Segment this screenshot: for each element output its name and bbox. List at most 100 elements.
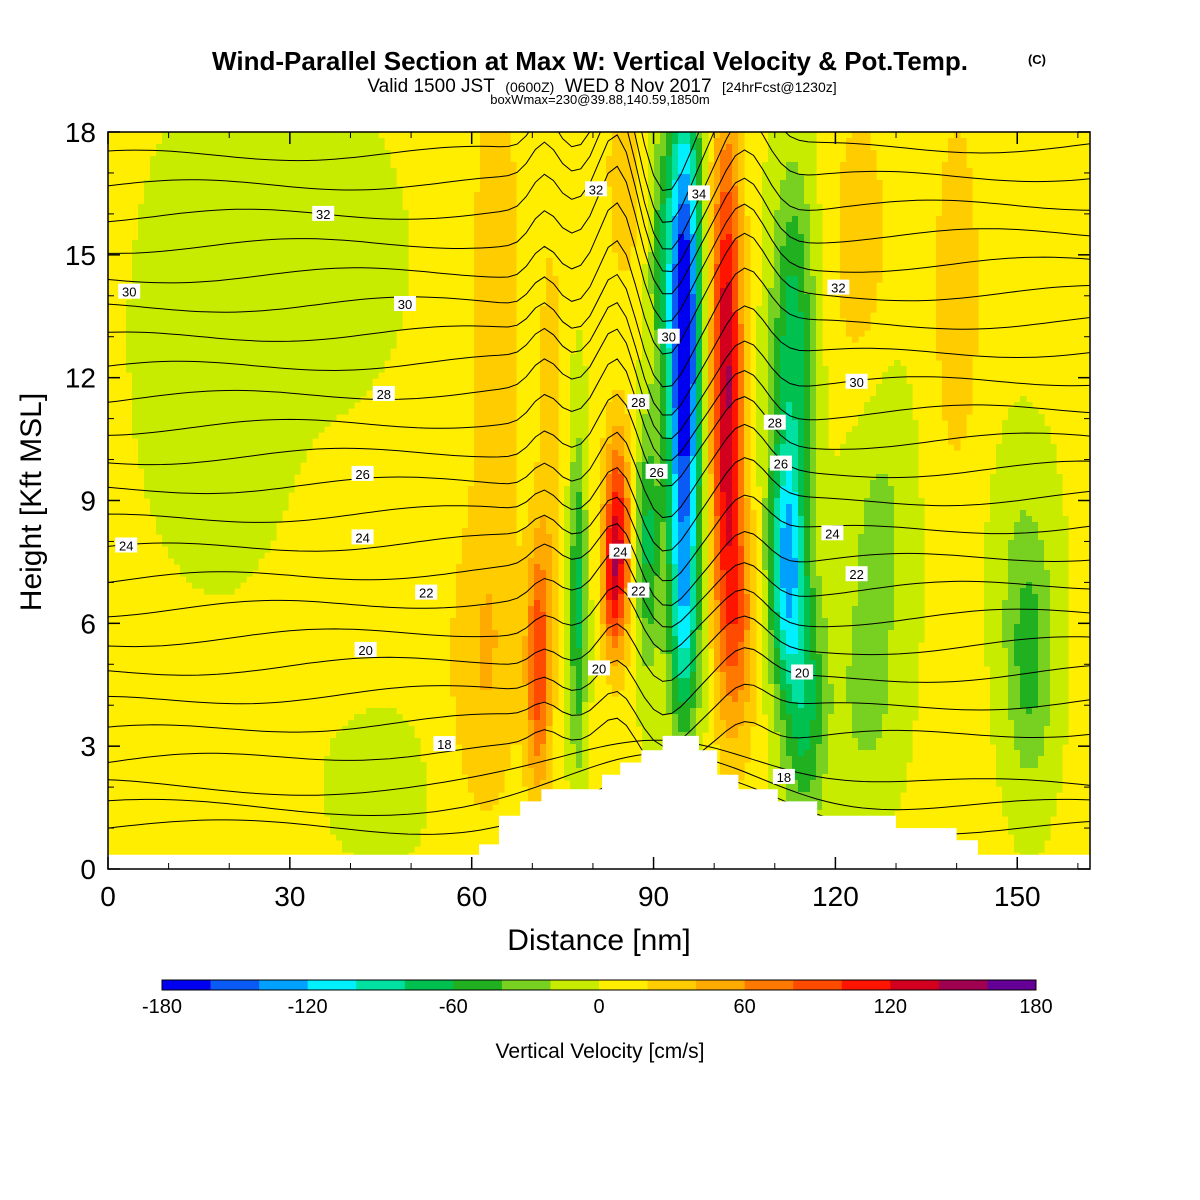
velocity-cell (654, 264, 661, 271)
velocity-cell (738, 294, 745, 301)
velocity-cell (240, 192, 247, 199)
velocity-cell (150, 186, 157, 193)
velocity-cell (864, 186, 871, 193)
velocity-cell (384, 264, 391, 271)
velocity-cell (198, 348, 205, 355)
velocity-cell (732, 294, 739, 301)
velocity-cell (324, 132, 331, 139)
velocity-cell (306, 408, 313, 415)
velocity-cell (630, 228, 637, 235)
velocity-cell (480, 354, 487, 361)
velocity-cell (912, 438, 919, 445)
velocity-cell (132, 426, 139, 433)
velocity-cell (690, 252, 697, 259)
velocity-cell (264, 234, 271, 241)
velocity-cell (222, 168, 229, 175)
velocity-cell (690, 390, 697, 397)
velocity-cell (168, 426, 175, 433)
velocity-cell (690, 426, 697, 433)
velocity-cell (846, 276, 853, 283)
velocity-cell (792, 402, 799, 409)
velocity-cell (786, 138, 793, 145)
velocity-cell (300, 162, 307, 169)
velocity-cell (252, 414, 259, 421)
velocity-cell (378, 180, 385, 187)
velocity-cell (1008, 438, 1015, 445)
velocity-cell (402, 228, 409, 235)
velocity-cell (240, 270, 247, 277)
velocity-cell (954, 342, 961, 349)
velocity-cell (798, 282, 805, 289)
velocity-cell (234, 414, 241, 421)
velocity-cell (294, 408, 301, 415)
velocity-cell (264, 330, 271, 337)
velocity-cell (762, 378, 769, 385)
velocity-cell (696, 210, 703, 217)
velocity-cell (804, 288, 811, 295)
velocity-cell (840, 240, 847, 247)
velocity-cell (762, 240, 769, 247)
velocity-cell (684, 432, 691, 439)
velocity-cell (282, 366, 289, 373)
velocity-cell (276, 180, 283, 187)
velocity-cell (804, 396, 811, 403)
velocity-cell (624, 156, 631, 163)
velocity-cell (132, 342, 139, 349)
velocity-cell (774, 444, 781, 451)
velocity-cell (774, 294, 781, 301)
velocity-cell (858, 162, 865, 169)
velocity-cell (948, 342, 955, 349)
velocity-cell (198, 396, 205, 403)
velocity-cell (678, 312, 685, 319)
velocity-cell (996, 444, 1003, 451)
velocity-cell (618, 186, 625, 193)
velocity-cell (774, 228, 781, 235)
velocity-cell (714, 258, 721, 265)
velocity-cell (252, 216, 259, 223)
velocity-cell (744, 222, 751, 229)
velocity-cell (792, 168, 799, 175)
velocity-cell (612, 396, 619, 403)
velocity-cell (492, 408, 499, 415)
velocity-cell (714, 402, 721, 409)
velocity-cell (234, 246, 241, 253)
velocity-cell (960, 246, 967, 253)
velocity-cell (294, 270, 301, 277)
velocity-cell (294, 306, 301, 313)
velocity-cell (618, 414, 625, 421)
velocity-cell (234, 288, 241, 295)
velocity-cell (786, 384, 793, 391)
velocity-cell (654, 186, 661, 193)
velocity-cell (666, 342, 673, 349)
velocity-cell (852, 240, 859, 247)
velocity-cell (378, 204, 385, 211)
velocity-cell (192, 426, 199, 433)
velocity-cell (156, 324, 163, 331)
velocity-cell (336, 342, 343, 349)
velocity-cell (474, 420, 481, 427)
velocity-cell (954, 252, 961, 259)
velocity-cell (546, 366, 553, 373)
velocity-cell (144, 360, 151, 367)
velocity-cell (234, 294, 241, 301)
velocity-cell (258, 324, 265, 331)
velocity-cell (198, 138, 205, 145)
velocity-cell (684, 336, 691, 343)
velocity-cell (786, 348, 793, 355)
velocity-cell (966, 246, 973, 253)
velocity-cell (870, 276, 877, 283)
velocity-cell (840, 228, 847, 235)
velocity-cell (252, 270, 259, 277)
velocity-cell (480, 144, 487, 151)
velocity-cell (138, 444, 145, 451)
velocity-cell (474, 228, 481, 235)
velocity-cell (672, 204, 679, 211)
velocity-cell (876, 390, 883, 397)
velocity-cell (228, 264, 235, 271)
velocity-cell (840, 222, 847, 229)
velocity-cell (1026, 420, 1033, 427)
velocity-cell (618, 204, 625, 211)
velocity-cell (894, 390, 901, 397)
velocity-cell (288, 444, 295, 451)
velocity-cell (318, 198, 325, 205)
